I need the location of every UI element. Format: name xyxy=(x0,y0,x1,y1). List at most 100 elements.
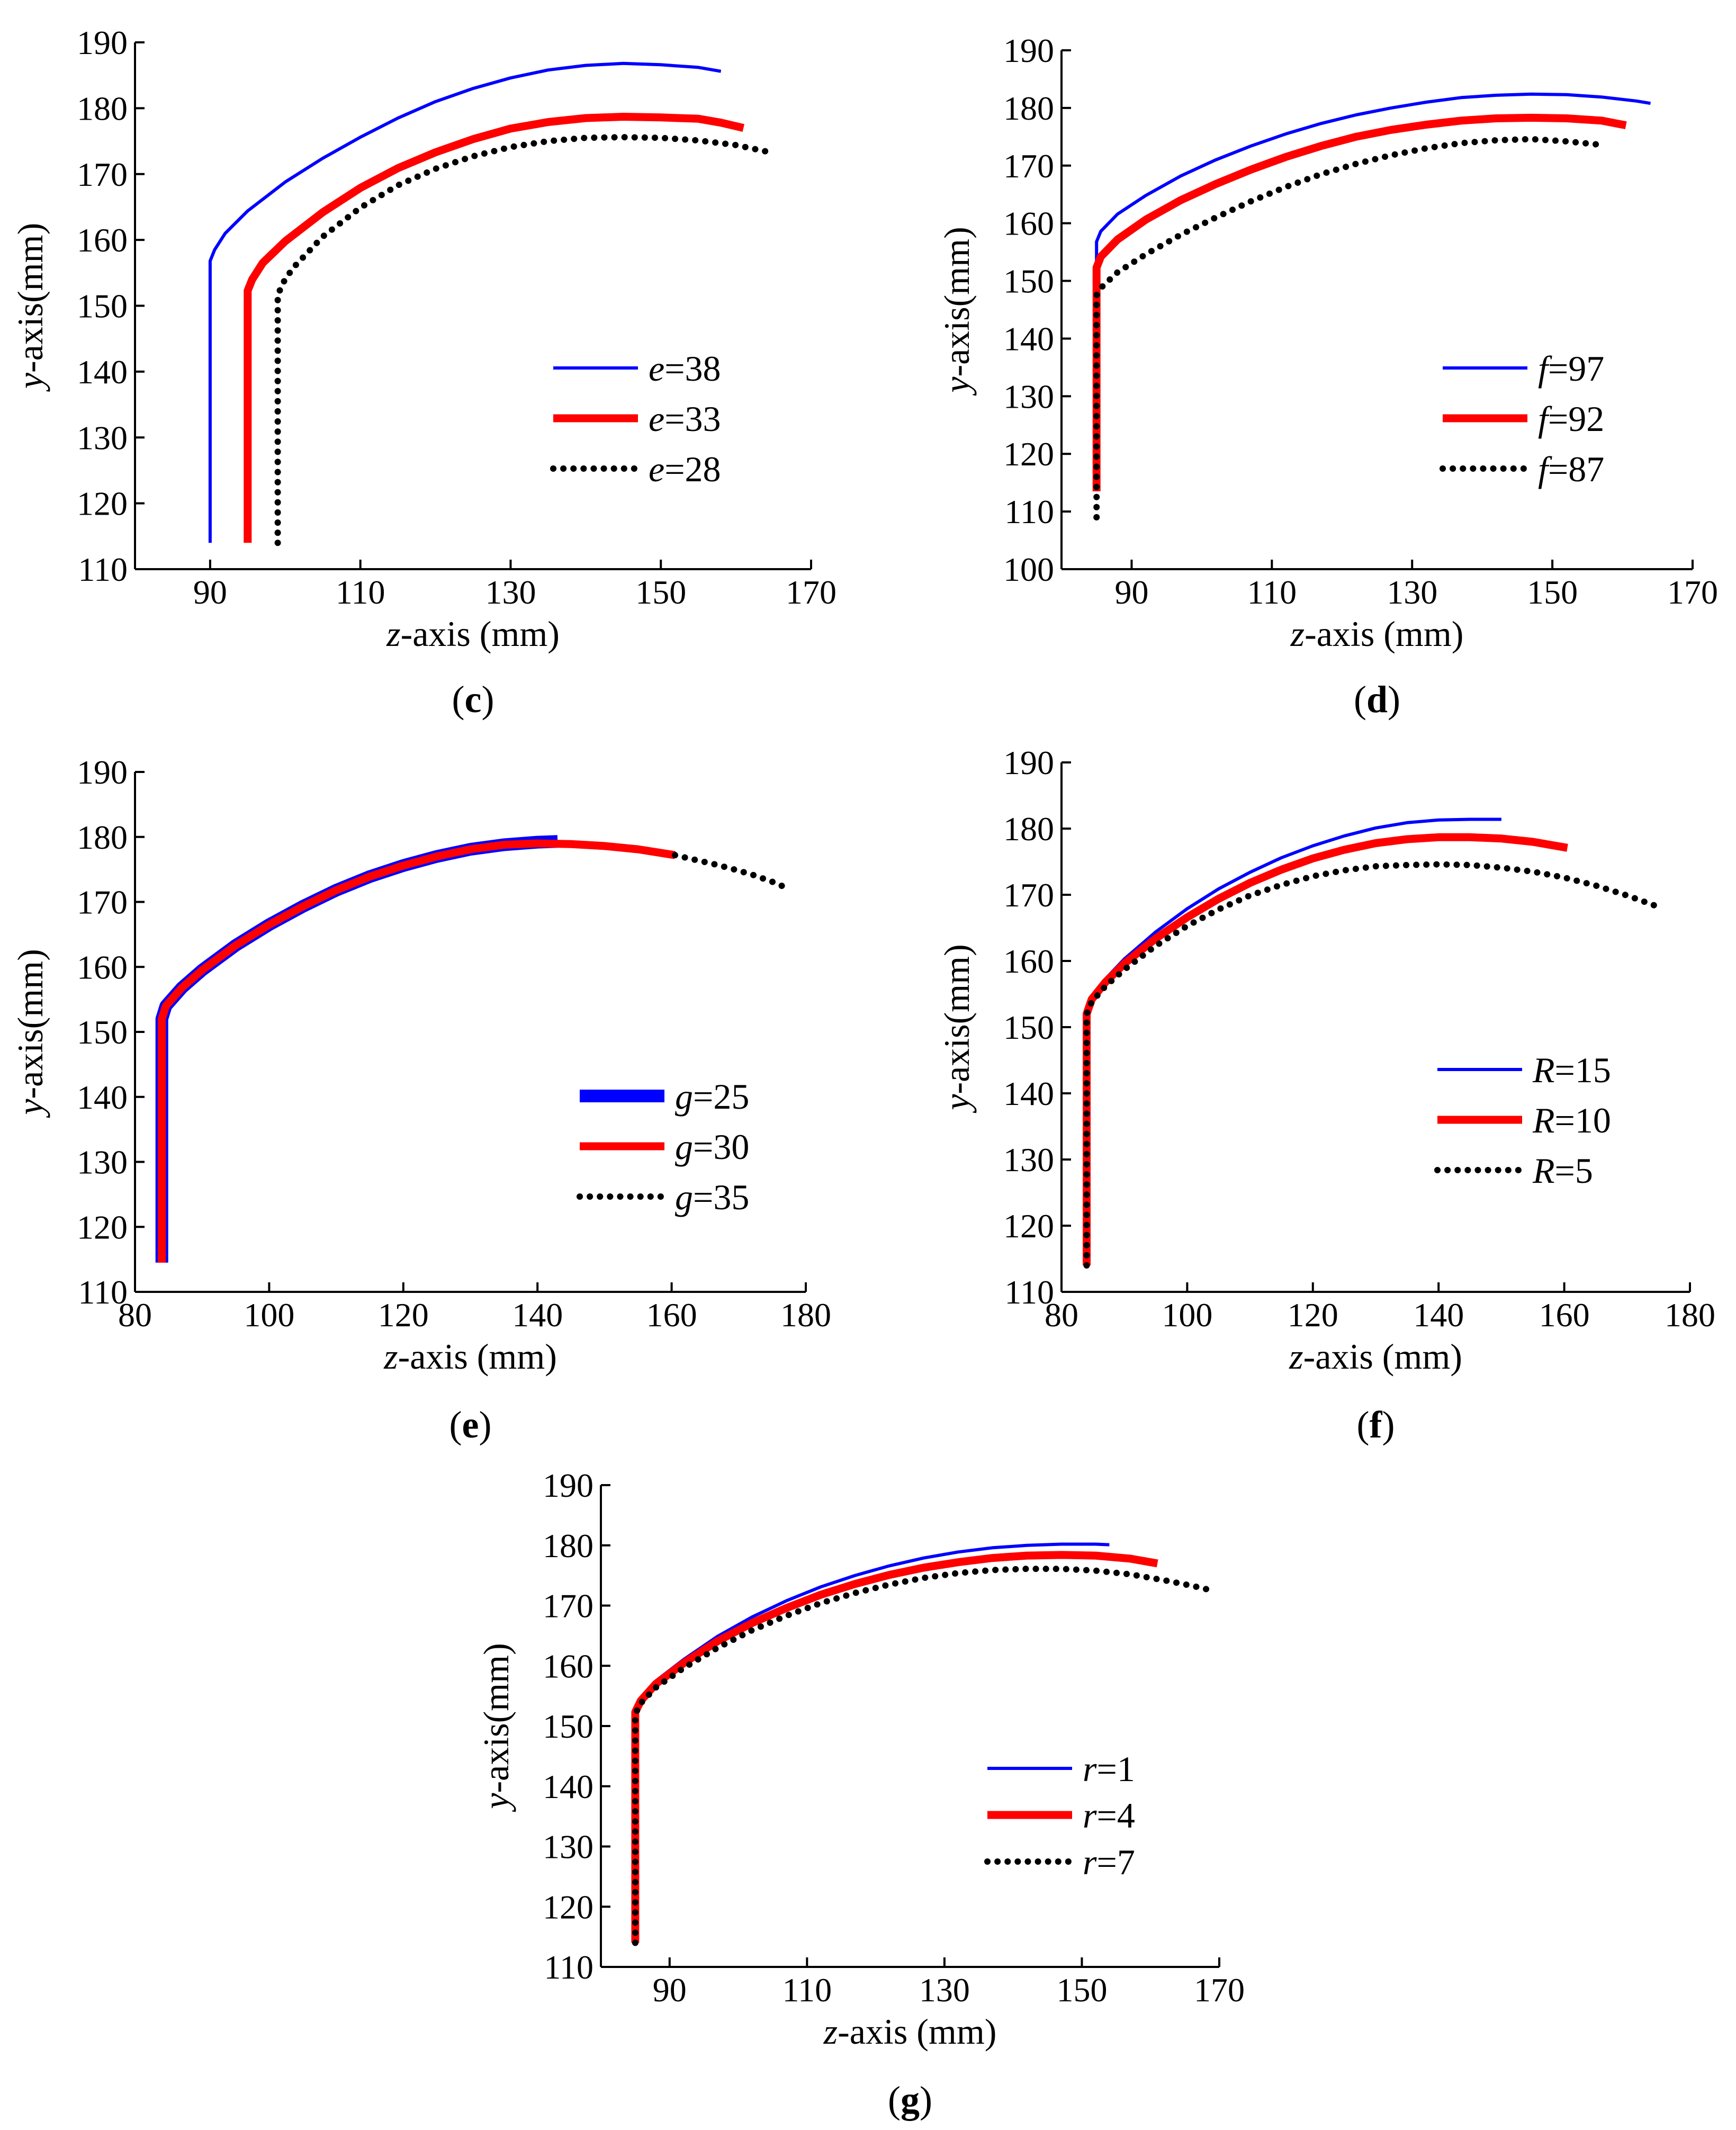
chart-panel-f: 110 120 130 140 150 160 170 180 190 80 100 120 140 16… xyxy=(937,744,1715,1446)
series-line-e-38 xyxy=(208,61,722,543)
chart-panel-e: 110 120 130 140 150 160 170 180 190 80 100 120 140 16… xyxy=(10,753,831,1446)
series-line-g-30 xyxy=(158,839,676,1263)
x-tick-label: 90 xyxy=(653,1971,687,2009)
series-line-g-35 xyxy=(671,852,793,892)
y-tick-label: 110 xyxy=(78,551,128,588)
y-tick-label: 180 xyxy=(543,1527,593,1565)
panel-label-c: (c) xyxy=(452,678,494,721)
y-tick-label: 110 xyxy=(544,1948,593,1986)
x-tick-label: 160 xyxy=(646,1296,697,1334)
y-tick-label: 170 xyxy=(77,156,128,193)
x-tick-label: 170 xyxy=(1667,573,1718,611)
y-tick-label: 130 xyxy=(1003,1141,1054,1179)
panel-label-g: (g) xyxy=(888,2079,932,2121)
series-line-R-5 xyxy=(1083,861,1665,1269)
x-tick-label: 140 xyxy=(1413,1296,1464,1334)
x-axis-title: z-axis (mm) xyxy=(1289,1336,1462,1377)
legend-label-g-30: g=30 xyxy=(675,1127,749,1167)
y-tick-label: 150 xyxy=(543,1707,593,1745)
x-tick-label: 100 xyxy=(244,1296,294,1334)
legend-label-r-7: r=7 xyxy=(1083,1842,1135,1882)
x-tick-label: 130 xyxy=(919,1971,970,2009)
legend-label-R-15: R=15 xyxy=(1532,1050,1611,1090)
series-line-f-87 xyxy=(1093,136,1605,520)
x-tick-label: 180 xyxy=(1665,1296,1715,1334)
y-tick-label: 170 xyxy=(1003,876,1054,914)
y-axis-title: y-axis(mm) xyxy=(937,944,977,1113)
x-tick-label: 150 xyxy=(1527,573,1578,611)
y-tick-label: 140 xyxy=(1003,1075,1054,1112)
chart-panel-c: 110 120 130 140 150 160 170 180 190 90 110 130 150 17… xyxy=(10,24,836,721)
y-tick-label: 150 xyxy=(1003,1009,1054,1046)
y-axis-title: y-axis(mm) xyxy=(10,949,50,1118)
x-tick-label: 150 xyxy=(635,573,686,611)
y-axis-title: y-axis(mm) xyxy=(476,1643,516,1812)
series-line-f-92 xyxy=(1092,113,1627,491)
y-tick-label: 160 xyxy=(77,948,128,986)
y-tick-label: 140 xyxy=(543,1768,593,1805)
legend-label-e-28: e=28 xyxy=(649,449,721,489)
y-axis-title: y-axis(mm) xyxy=(937,227,977,396)
x-tick-label: 140 xyxy=(512,1296,563,1334)
x-tick-label: 120 xyxy=(1288,1296,1338,1334)
panel-label-e: (e) xyxy=(449,1404,492,1446)
x-tick-label: 170 xyxy=(786,573,836,611)
x-tick-label: 180 xyxy=(780,1296,831,1334)
y-axis-title: y-axis(mm) xyxy=(10,223,50,392)
x-tick-label: 80 xyxy=(118,1296,152,1334)
x-tick-label: 130 xyxy=(485,573,536,611)
y-tick-label: 120 xyxy=(77,485,128,523)
x-tick-label: 150 xyxy=(1056,1971,1107,2009)
y-tick-label: 190 xyxy=(543,1467,593,1504)
x-tick-label: 90 xyxy=(193,573,227,611)
x-axis-title: z-axis (mm) xyxy=(1290,614,1464,654)
x-tick-label: 120 xyxy=(378,1296,429,1334)
series-line-r-1 xyxy=(633,1542,1110,1943)
x-tick-label: 110 xyxy=(1247,573,1297,611)
legend-label-e-33: e=33 xyxy=(649,399,721,439)
y-tick-label: 180 xyxy=(1003,89,1054,127)
x-axis-title: z-axis (mm) xyxy=(823,2011,997,2052)
y-tick-label: 120 xyxy=(1003,1207,1054,1245)
y-tick-label: 120 xyxy=(1003,435,1054,473)
legend: R=15 R=10 R=5 xyxy=(1434,1050,1611,1191)
y-tick-label: 110 xyxy=(1004,493,1054,531)
legend-label-f-97: f=97 xyxy=(1538,348,1604,389)
y-tick-label: 160 xyxy=(1003,205,1054,242)
legend: f=97 f=92 f=87 xyxy=(1440,348,1604,489)
y-tick-label: 140 xyxy=(77,1079,128,1116)
y-tick-label: 180 xyxy=(1003,810,1054,848)
y-tick-label: 120 xyxy=(77,1208,128,1246)
y-tick-label: 160 xyxy=(1003,942,1054,980)
legend-label-R-5: R=5 xyxy=(1532,1151,1593,1191)
panel-label-f: (f) xyxy=(1357,1404,1395,1446)
y-tick-label: 140 xyxy=(1003,320,1054,357)
chart-panel-g: 110 120 130 140 150 160 170 180 190 90 110 130 150 17… xyxy=(476,1467,1245,2121)
y-tick-label: 160 xyxy=(77,221,128,259)
legend: e=38 e=33 e=28 xyxy=(550,348,721,489)
series-line-r-7 xyxy=(632,1566,1216,1946)
y-tick-label: 120 xyxy=(543,1888,593,1926)
y-tick-label: 140 xyxy=(77,353,128,391)
legend-label-e-38: e=38 xyxy=(649,348,721,389)
legend-label-f-92: f=92 xyxy=(1538,399,1604,439)
y-tick-label: 130 xyxy=(77,419,128,456)
x-tick-label: 90 xyxy=(1114,573,1148,611)
x-tick-label: 110 xyxy=(336,573,385,611)
y-tick-label: 170 xyxy=(543,1587,593,1625)
y-tick-label: 100 xyxy=(1003,551,1054,588)
y-tick-label: 170 xyxy=(77,884,128,921)
y-tick-label: 190 xyxy=(1003,744,1054,781)
x-tick-label: 110 xyxy=(782,1971,832,2009)
series-line-f-97 xyxy=(1095,92,1651,483)
series-line-g-25 xyxy=(155,835,558,1263)
x-axis-title: z-axis (mm) xyxy=(386,614,560,654)
x-tick-label: 160 xyxy=(1539,1296,1590,1334)
x-axis-title: z-axis (mm) xyxy=(383,1336,557,1377)
series-line-R-15 xyxy=(1085,817,1501,1265)
y-tick-label: 180 xyxy=(77,89,128,127)
y-tick-label: 190 xyxy=(77,753,128,791)
legend-label-r-4: r=4 xyxy=(1083,1795,1135,1836)
legend-label-R-10: R=10 xyxy=(1532,1100,1611,1140)
